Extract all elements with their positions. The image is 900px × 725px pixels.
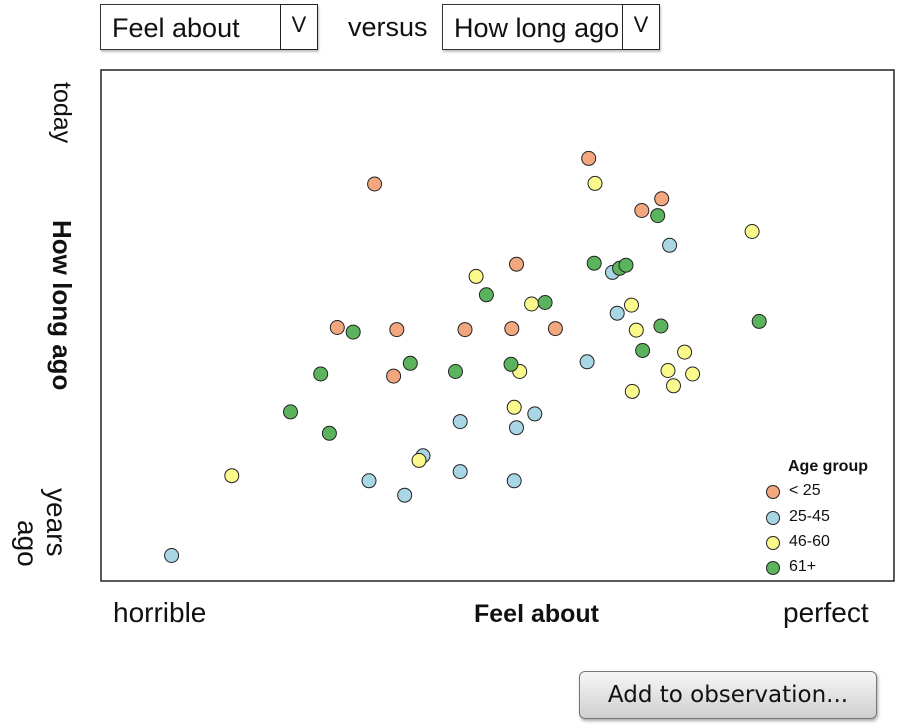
data-point	[506, 399, 522, 415]
data-point	[457, 322, 473, 338]
chevron-down-icon[interactable]: V	[622, 4, 660, 50]
data-point	[329, 320, 345, 335]
data-point	[650, 208, 666, 224]
legend-label: < 25	[789, 482, 821, 499]
y-variable-value: How long ago	[454, 13, 620, 43]
data-point	[361, 473, 377, 489]
data-point	[367, 176, 383, 192]
data-point	[389, 322, 405, 338]
legend-label: 46-60	[789, 533, 830, 550]
data-point	[654, 191, 670, 207]
data-point	[283, 404, 298, 420]
data-point	[386, 368, 402, 384]
legend-swatch	[766, 536, 780, 550]
data-point	[503, 356, 519, 372]
data-point	[624, 383, 640, 399]
y-tick-low-line2: ago	[12, 520, 43, 567]
data-point	[397, 487, 413, 503]
data-point	[635, 343, 651, 358]
x-axis-title: Feel about	[474, 600, 600, 628]
legend-title: Age group	[788, 458, 868, 475]
data-point	[685, 366, 701, 382]
legend-label: 61+	[789, 558, 817, 575]
data-point	[537, 295, 553, 310]
y-axis-title: How long ago	[47, 220, 77, 391]
data-point	[452, 414, 468, 430]
y-tick-high: today	[48, 82, 76, 144]
data-point	[666, 378, 681, 394]
data-point	[504, 321, 520, 337]
data-point	[624, 297, 639, 313]
data-point	[448, 364, 463, 379]
data-point	[634, 203, 650, 218]
data-point	[411, 452, 427, 468]
data-point	[587, 175, 603, 191]
data-point	[509, 256, 524, 272]
data-point	[452, 464, 468, 480]
x-variable-value: Feel about	[112, 13, 240, 43]
add-to-observation-button[interactable]: Add to observation...	[579, 671, 877, 719]
data-point	[478, 287, 494, 303]
data-point	[751, 313, 767, 329]
data-point	[164, 548, 180, 563]
legend-swatch	[766, 561, 780, 575]
data-point	[509, 420, 524, 436]
y-tick-low-line1: years	[41, 488, 72, 557]
legend-label: 25-45	[789, 508, 830, 525]
data-point	[662, 237, 678, 253]
data-point	[660, 363, 676, 378]
data-point	[581, 150, 597, 166]
data-point	[527, 406, 543, 422]
data-point	[677, 344, 693, 360]
data-point	[628, 322, 644, 338]
data-point	[744, 224, 760, 239]
data-point	[609, 305, 625, 321]
data-point	[345, 324, 361, 340]
chevron-down-icon[interactable]: V	[280, 4, 318, 50]
data-point	[653, 318, 669, 334]
legend-swatch	[766, 485, 780, 499]
plot-area	[100, 69, 895, 582]
data-point	[402, 355, 418, 371]
versus-label: versus	[348, 12, 428, 42]
data-point	[468, 268, 484, 284]
data-point	[618, 257, 634, 273]
data-point	[586, 255, 602, 271]
y-variable-select[interactable]: How long ago V	[442, 4, 660, 50]
data-point	[579, 354, 595, 370]
data-point	[321, 425, 337, 441]
legend-swatch	[766, 511, 780, 525]
x-variable-select[interactable]: Feel about V	[100, 4, 318, 50]
x-tick-low: horrible	[113, 597, 207, 628]
data-point	[224, 468, 240, 484]
x-tick-high: perfect	[783, 597, 869, 628]
data-point	[313, 366, 329, 382]
data-point	[547, 321, 563, 337]
data-point	[524, 296, 540, 312]
data-point	[506, 473, 522, 489]
data-points	[164, 150, 767, 563]
